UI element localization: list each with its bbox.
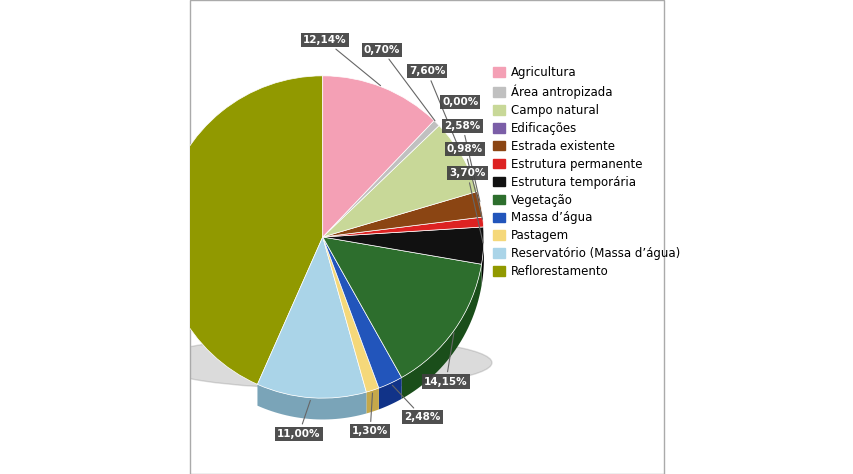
Text: 2,58%: 2,58% — [444, 120, 480, 201]
Text: 1,30%: 1,30% — [351, 393, 388, 437]
Text: 43,36%: 43,36% — [0, 473, 1, 474]
Text: 7,60%: 7,60% — [409, 66, 461, 154]
Text: 0,98%: 0,98% — [446, 144, 483, 219]
Legend: Agricultura, Área antropizada, Campo natural, Edificações, Estrada existente, Es: Agricultura, Área antropizada, Campo nat… — [490, 63, 683, 282]
Wedge shape — [322, 237, 481, 377]
Text: 12,14%: 12,14% — [303, 35, 380, 86]
Text: 14,15%: 14,15% — [424, 333, 467, 387]
Text: 0,00%: 0,00% — [442, 97, 478, 107]
Text: 11,00%: 11,00% — [277, 401, 321, 439]
Wedge shape — [257, 237, 366, 398]
Wedge shape — [322, 237, 379, 392]
Wedge shape — [322, 120, 438, 237]
Polygon shape — [257, 384, 366, 419]
Wedge shape — [322, 227, 484, 264]
Polygon shape — [379, 377, 401, 410]
Wedge shape — [322, 237, 401, 388]
Text: 0,70%: 0,70% — [363, 45, 434, 121]
Wedge shape — [322, 191, 482, 237]
Wedge shape — [322, 217, 483, 237]
Wedge shape — [161, 76, 322, 384]
Ellipse shape — [154, 337, 491, 389]
Text: 3,70%: 3,70% — [449, 168, 485, 243]
Wedge shape — [322, 126, 477, 237]
Text: 2,48%: 2,48% — [392, 385, 440, 422]
Wedge shape — [322, 76, 433, 237]
Polygon shape — [481, 237, 484, 285]
Polygon shape — [366, 388, 379, 413]
Polygon shape — [401, 264, 481, 399]
